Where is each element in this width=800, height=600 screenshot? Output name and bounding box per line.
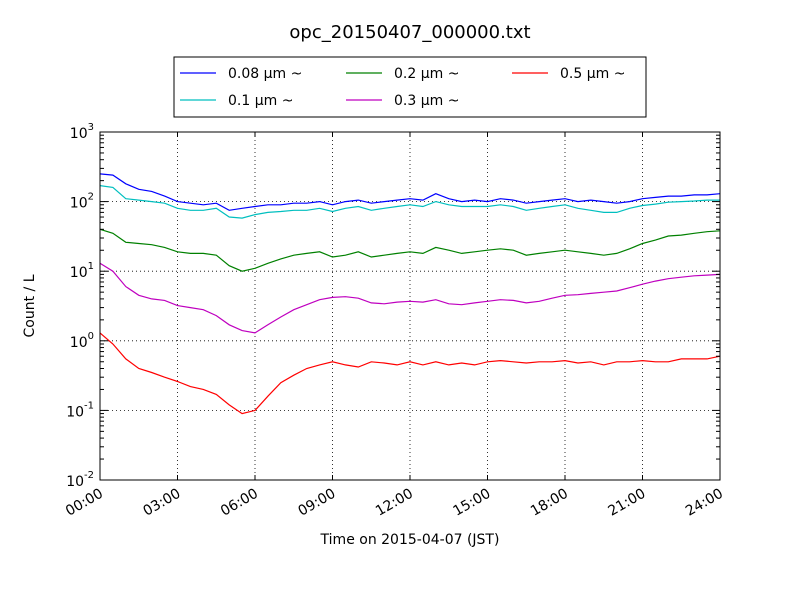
y-tick-exponent: -2 — [84, 470, 94, 481]
y-tick-exponent: 1 — [88, 261, 94, 272]
series-line-0 — [99, 173, 721, 211]
y-tick-base: 10 — [70, 126, 88, 142]
y-tick-label: 102 — [70, 192, 94, 212]
legend: 0.08 μm ~ 0.1 μm ~ 0.2 μm ~ 0.3 μm ~ 0.5 μm … — [173, 56, 647, 118]
y-tick-base: 10 — [70, 335, 88, 351]
y-tick-base: 10 — [70, 265, 88, 281]
y-axis-label: Count / L — [22, 274, 38, 337]
legend-label-0: 0.08 μm ~ — [228, 66, 302, 82]
series-layer — [99, 173, 721, 415]
y-tick-exponent: 3 — [88, 122, 94, 133]
legend-label-2: 0.2 μm ~ — [394, 66, 459, 82]
y-tick-exponent: -1 — [84, 400, 94, 411]
series-line-2 — [99, 228, 721, 272]
series-line-1 — [99, 185, 720, 219]
y-tick-base: 10 — [66, 404, 84, 420]
chart-title: opc_20150407_000000.txt — [289, 22, 530, 43]
y-tick-label: 101 — [70, 261, 94, 281]
y-tick-exponent: 2 — [88, 192, 94, 203]
y-tick-base: 10 — [66, 474, 84, 490]
series-line-4 — [99, 332, 721, 415]
legend-label-1: 0.1 μm ~ — [228, 93, 293, 109]
legend-label-3: 0.3 μm ~ — [394, 93, 459, 109]
y-tick-label: 103 — [70, 122, 94, 142]
legend-frame — [173, 56, 647, 118]
legend-label-4: 0.5 μm ~ — [560, 66, 625, 82]
y-tick-label: 100 — [70, 331, 94, 351]
y-tick-base: 10 — [70, 196, 88, 212]
grid-layer — [100, 132, 720, 480]
series-line-3 — [99, 262, 721, 334]
y-tick-label: 10-2 — [66, 470, 94, 490]
x-axis-label: Time on 2015-04-07 (JST) — [320, 532, 500, 548]
y-tick-label: 10-1 — [66, 400, 94, 420]
y-tick-exponent: 0 — [88, 331, 94, 342]
